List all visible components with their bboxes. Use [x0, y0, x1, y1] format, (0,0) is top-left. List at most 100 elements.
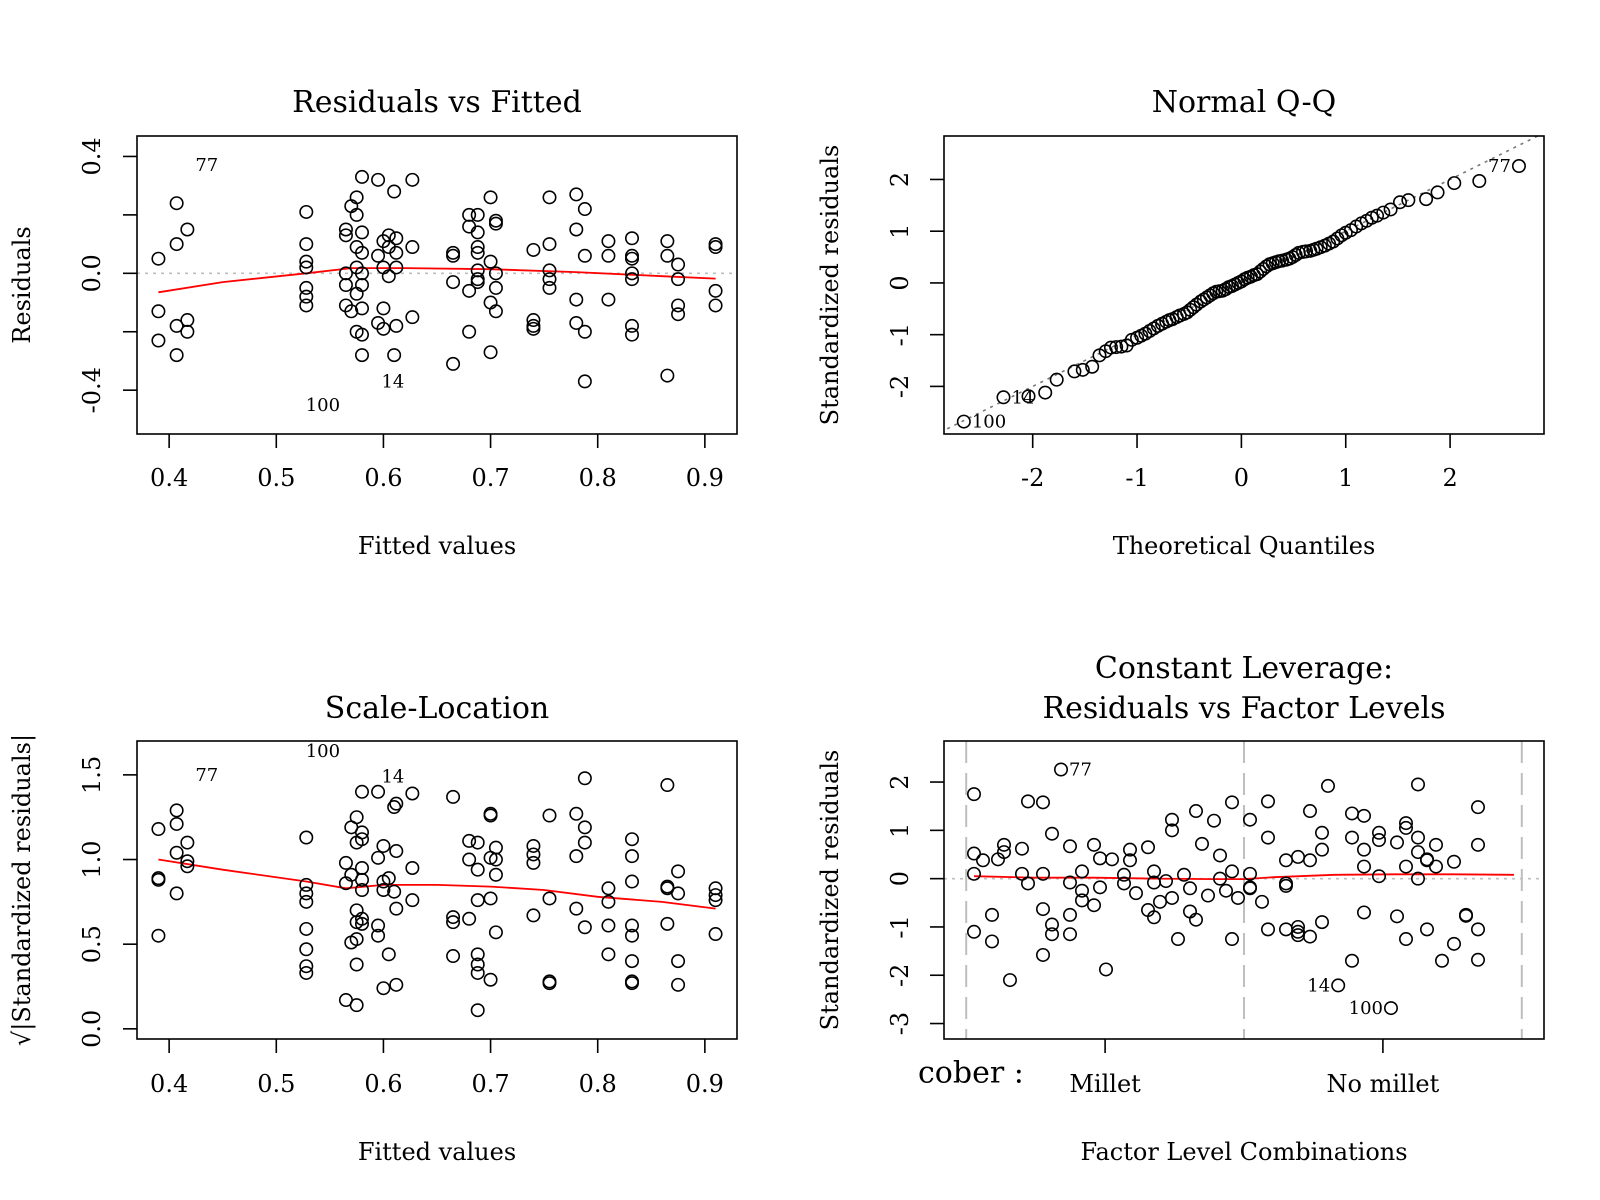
scale-location-data-point	[446, 789, 461, 804]
normal-qq-y-tick-label: -2	[886, 375, 914, 398]
scale-location-data-point	[354, 825, 369, 840]
residuals-vs-factor-levels-data-point	[1303, 853, 1318, 868]
scale-location-data-point	[601, 894, 616, 909]
normal-qq-x-tick-label: 1	[1338, 464, 1353, 492]
residuals-vs-factor-levels-data-point	[1471, 952, 1486, 967]
scale-location-data-point	[446, 949, 461, 964]
residuals-vs-fitted-x-tick-label: 0.4	[150, 464, 188, 492]
scale-location-smoother-line	[158, 858, 716, 910]
scale-location-data-point	[624, 918, 639, 933]
residuals-vs-fitted-data-point	[708, 283, 723, 298]
scale-location-data-point	[577, 835, 592, 850]
residuals-vs-factor-levels-data-point	[1225, 864, 1240, 879]
residuals-vs-fitted-plot-area	[137, 169, 737, 389]
scale-location-x-tick-label: 0.4	[150, 1070, 188, 1098]
residuals-vs-fitted-data-point	[526, 242, 541, 257]
scale-location-data-point	[349, 957, 364, 972]
scale-location-data-point	[601, 881, 616, 896]
scale-location-outlier-label: 77	[195, 765, 218, 786]
residuals-vs-fitted-data-point	[483, 190, 498, 205]
residuals-vs-factor-levels-data-point	[1225, 795, 1240, 810]
normal-qq-data-point	[1038, 385, 1053, 400]
residuals-vs-factor-levels-data-point	[1045, 826, 1060, 841]
residuals-vs-fitted-data-point	[577, 202, 592, 217]
scale-location-data-point	[389, 796, 404, 811]
scale-location-data-point	[389, 977, 404, 992]
residuals-vs-factor-levels-data-point	[1213, 848, 1228, 863]
residuals-vs-factor-levels-y-tick-label: -3	[886, 1012, 914, 1035]
residuals-vs-fitted-data-point	[601, 292, 616, 307]
residuals-vs-factor-levels-data-point	[966, 866, 981, 881]
residuals-vs-factor-levels-data-point	[1315, 915, 1330, 930]
residuals-vs-factor-levels-outlier-label: 100	[1349, 998, 1383, 1019]
normal-qq-y-tick-label: -1	[886, 323, 914, 346]
residuals-vs-factor-levels-data-point	[1357, 905, 1372, 920]
residuals-vs-factor-levels-data-point	[1345, 953, 1360, 968]
residuals-vs-factor-levels-data-point	[1087, 837, 1102, 852]
residuals-vs-factor-levels-data-point	[1219, 883, 1234, 898]
scale-location-data-point	[354, 784, 369, 799]
residuals-vs-factor-levels-data-point	[1087, 898, 1102, 913]
residuals-vs-fitted-outlier-label: 100	[306, 395, 340, 416]
scale-location-data-point	[624, 954, 639, 969]
residuals-vs-fitted-data-point	[624, 266, 639, 281]
residuals-vs-fitted-x-tick-label: 0.7	[471, 464, 509, 492]
residuals-vs-factor-levels-data-point	[1171, 932, 1186, 947]
residuals-vs-factor-levels-data-point	[1279, 878, 1294, 893]
residuals-vs-fitted-x-tick-label: 0.6	[364, 464, 402, 492]
residuals-vs-fitted-data-point	[601, 248, 616, 263]
residuals-vs-fitted-data-point	[169, 348, 184, 363]
scale-location-data-point	[151, 928, 166, 943]
residuals-vs-fitted-data-point	[569, 292, 584, 307]
normal-qq-data-point	[1075, 362, 1090, 377]
scale-location-data-point	[577, 771, 592, 786]
residuals-vs-fitted-data-point	[389, 260, 404, 275]
normal-qq-plot-area	[944, 136, 1540, 432]
residuals-vs-fitted-data-point	[569, 315, 584, 330]
scale-location-data-point	[708, 888, 723, 903]
residuals-vs-fitted-data-point	[349, 207, 364, 222]
normal-qq-x-axis-label: Theoretical Quantiles	[1113, 532, 1376, 560]
residuals-vs-factor-levels-data-point	[1165, 890, 1180, 905]
normal-qq-reference-line	[944, 136, 1540, 432]
scale-location-data-point	[387, 884, 402, 899]
scale-location-data-point	[542, 808, 557, 823]
residuals-vs-factor-levels-data-point	[1243, 881, 1258, 896]
residuals-vs-fitted-data-point	[462, 219, 477, 234]
residuals-vs-factor-levels-data-point	[1315, 842, 1330, 857]
residuals-vs-factor-levels-y-tick-label: -1	[886, 915, 914, 938]
residuals-vs-fitted-data-point	[376, 321, 391, 336]
normal-qq-x-tick-label: 0	[1234, 464, 1249, 492]
residuals-vs-factor-levels-data-point	[1429, 837, 1444, 852]
residuals-vs-factor-levels-data-point	[1471, 800, 1486, 815]
residuals-vs-fitted-data-point	[387, 348, 402, 363]
residuals-vs-fitted-data-point	[180, 222, 195, 237]
residuals-vs-fitted-data-point	[389, 245, 404, 260]
residuals-vs-factor-levels-data-point	[1372, 869, 1387, 884]
residuals-vs-factor-levels-data-point	[1372, 825, 1387, 840]
scale-location-data-point	[299, 877, 314, 892]
residuals-vs-factor-levels-y-tick-label: -2	[886, 964, 914, 987]
residuals-vs-fitted-data-point	[542, 263, 557, 278]
residuals-vs-fitted-data-point	[488, 280, 503, 295]
residuals-vs-factor-levels-data-point	[1014, 841, 1029, 856]
scale-location-data-point	[470, 947, 485, 962]
scale-location-x-tick-label: 0.6	[364, 1070, 402, 1098]
residuals-vs-fitted-data-point	[354, 327, 369, 342]
scale-location-data-point	[180, 854, 195, 869]
residuals-vs-fitted-data-point	[354, 225, 369, 240]
residuals-vs-fitted-data-point	[542, 272, 557, 287]
residuals-vs-factor-levels-data-point	[1165, 823, 1180, 838]
scale-location-x-axis-label: Fitted values	[358, 1138, 516, 1166]
residuals-vs-factor-levels-data-point	[996, 837, 1011, 852]
scale-location-data-point	[462, 833, 477, 848]
residuals-vs-factor-levels-plot-area	[944, 741, 1544, 1039]
residuals-vs-factor-levels-data-point	[1372, 833, 1387, 848]
residuals-vs-fitted-data-point	[180, 324, 195, 339]
residuals-vs-factor-levels-data-point	[1123, 853, 1138, 868]
scale-location-data-point	[708, 893, 723, 908]
scale-location-data-point	[601, 947, 616, 962]
scale-location-title: Scale-Location	[325, 691, 549, 726]
scale-location-y-tick-label: 1.5	[78, 756, 106, 794]
residuals-vs-fitted-data-point	[569, 222, 584, 237]
